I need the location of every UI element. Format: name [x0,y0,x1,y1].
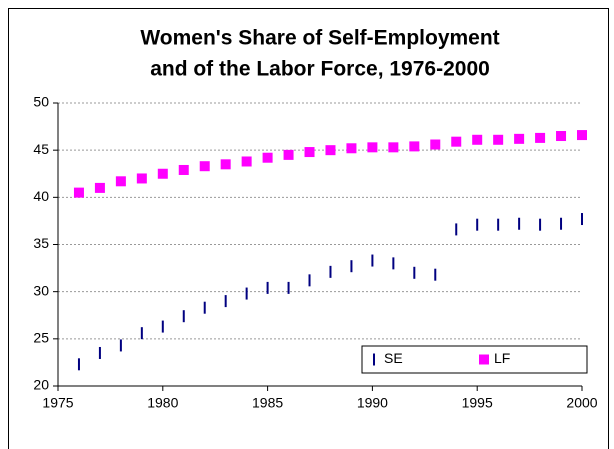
point [262,152,273,163]
point [224,295,227,308]
point [178,164,189,175]
x-tick-label: 1990 [357,395,388,411]
point [535,132,546,143]
point [455,223,458,236]
x-tick-label: 2000 [566,395,597,411]
point [539,218,542,231]
legend-label: LF [494,350,510,366]
point [283,149,294,160]
point [220,159,231,170]
point [241,156,252,167]
y-tick-label: 45 [33,141,49,157]
legend-label: SE [384,350,403,366]
point [476,218,479,231]
point [430,139,441,150]
point [266,281,269,294]
point [115,176,126,187]
point [434,268,437,281]
point [161,320,164,333]
point [350,260,353,273]
point [556,131,567,142]
point [157,168,168,179]
point [287,281,290,294]
point [136,173,147,184]
point [388,142,399,153]
point [581,213,583,226]
chart-title: and of the Labor Force, 1976-2000 [150,58,490,81]
point [182,310,185,323]
x-tick-label: 1980 [147,395,178,411]
y-tick-label: 30 [33,282,49,298]
point [493,134,504,145]
legend-marker [479,354,489,365]
point [94,182,105,193]
point [413,266,416,279]
y-tick-label: 20 [33,377,49,393]
point [203,301,206,314]
point [245,287,248,300]
x-tick-label: 1985 [252,395,283,411]
legend-marker [373,353,375,366]
point [577,130,587,141]
point [472,134,483,145]
point [497,218,500,231]
y-tick-label: 40 [33,188,49,204]
point [329,265,332,278]
y-tick-label: 50 [33,94,49,110]
x-tick-label: 1995 [462,395,493,411]
point [73,187,84,198]
point [77,358,80,371]
y-tick-label: 25 [33,330,49,346]
point [98,346,101,359]
point [392,257,395,270]
point [451,136,462,147]
x-tick-label: 1975 [42,395,73,411]
point [518,217,521,230]
point [308,274,311,287]
point [346,143,357,154]
y-tick-label: 35 [33,235,49,251]
point [199,161,210,172]
point [140,327,143,340]
point [304,147,315,158]
point [560,217,563,230]
point [371,254,374,267]
point [514,133,525,144]
chart-title: Women's Share of Self-Employment [140,27,499,50]
point [409,141,420,152]
point [119,339,122,352]
point [325,145,336,156]
point [367,142,378,153]
chart-frame [8,8,609,449]
legend-box [361,345,588,374]
